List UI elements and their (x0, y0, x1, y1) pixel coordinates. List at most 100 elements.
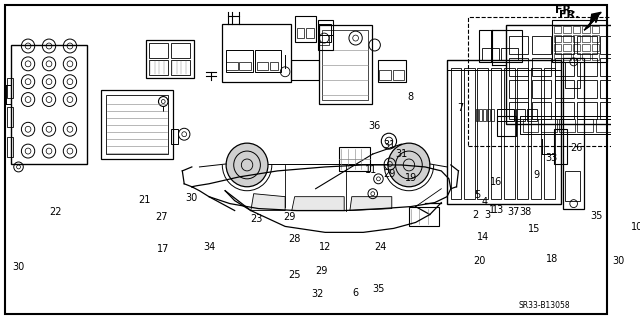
Bar (600, 80, 620, 98)
Text: 31: 31 (395, 149, 408, 159)
Text: 21: 21 (138, 195, 150, 205)
Circle shape (226, 143, 268, 187)
Text: SR33-B13058: SR33-B13058 (518, 301, 570, 310)
Text: 23: 23 (250, 214, 263, 225)
Bar (106, 94, 168, 154)
Bar (409, 207, 440, 226)
Bar (531, 68, 541, 199)
Bar (497, 116, 516, 136)
Bar (541, 119, 557, 132)
Bar (291, 60, 319, 80)
Text: 29: 29 (315, 266, 328, 276)
Bar (477, 68, 488, 199)
Bar (518, 68, 528, 199)
Bar (577, 58, 596, 76)
Text: 35: 35 (372, 284, 385, 294)
Bar (7, 108, 13, 127)
Bar (380, 70, 391, 80)
Bar (563, 44, 571, 51)
Text: 31: 31 (384, 140, 396, 150)
Bar (509, 101, 528, 119)
Bar (479, 30, 522, 62)
Bar (447, 60, 561, 70)
Text: 8: 8 (408, 92, 414, 101)
Text: 32: 32 (311, 289, 324, 299)
Polygon shape (292, 197, 344, 211)
Bar (582, 44, 590, 51)
Bar (600, 101, 620, 119)
Bar (554, 35, 561, 42)
Bar (7, 78, 13, 98)
Text: 2: 2 (472, 210, 479, 219)
Bar (11, 45, 87, 164)
Text: 11: 11 (365, 165, 377, 175)
Text: 4: 4 (482, 197, 488, 207)
Bar (294, 16, 316, 42)
Bar (255, 50, 282, 72)
Bar (600, 58, 620, 76)
Bar (527, 109, 536, 121)
Bar (7, 137, 13, 157)
Bar (637, 85, 640, 109)
Bar (563, 58, 584, 209)
Bar (577, 36, 596, 54)
Text: 1: 1 (489, 204, 495, 215)
Bar (582, 26, 590, 33)
Bar (319, 35, 329, 45)
Bar (592, 44, 599, 51)
Bar (447, 60, 561, 204)
Text: 10: 10 (631, 222, 640, 233)
Bar (171, 43, 190, 58)
Bar (592, 35, 599, 42)
Text: 38: 38 (519, 206, 531, 217)
Bar (573, 44, 580, 51)
Bar (257, 62, 268, 70)
Text: 5: 5 (474, 190, 481, 200)
Bar (573, 35, 580, 42)
Bar (306, 28, 314, 38)
Bar (149, 60, 168, 75)
Circle shape (388, 143, 430, 187)
Bar (101, 90, 173, 159)
Bar (146, 40, 194, 78)
Bar (468, 17, 630, 146)
Text: 37: 37 (508, 206, 520, 217)
Bar (222, 24, 291, 82)
Bar (563, 26, 571, 33)
Bar (226, 50, 253, 72)
Text: 3: 3 (484, 210, 490, 219)
Polygon shape (584, 12, 601, 30)
Bar (378, 60, 406, 82)
Bar (509, 80, 528, 98)
Bar (554, 129, 567, 164)
Bar (577, 80, 596, 98)
Bar (226, 62, 237, 70)
Bar (319, 25, 372, 105)
Bar (323, 30, 368, 100)
Bar (317, 24, 331, 42)
Bar (520, 116, 616, 134)
Bar (523, 119, 538, 132)
Bar (600, 36, 620, 54)
Bar (563, 53, 571, 60)
Bar (479, 109, 483, 121)
Bar (592, 53, 599, 60)
Bar (171, 129, 179, 144)
Text: 33: 33 (546, 153, 558, 163)
Bar (532, 80, 551, 98)
Text: 24: 24 (374, 242, 387, 252)
Bar (451, 68, 461, 199)
Text: 7: 7 (457, 103, 463, 114)
Text: 25: 25 (289, 270, 301, 280)
Text: 20: 20 (473, 256, 486, 266)
Bar (296, 28, 304, 38)
Polygon shape (350, 197, 392, 211)
Text: 22: 22 (49, 206, 62, 217)
Polygon shape (251, 194, 285, 211)
Bar (532, 101, 551, 119)
Text: 14: 14 (477, 232, 490, 242)
Bar (554, 53, 561, 60)
Text: 13: 13 (492, 204, 504, 215)
Bar (559, 119, 575, 132)
Bar (491, 68, 501, 199)
